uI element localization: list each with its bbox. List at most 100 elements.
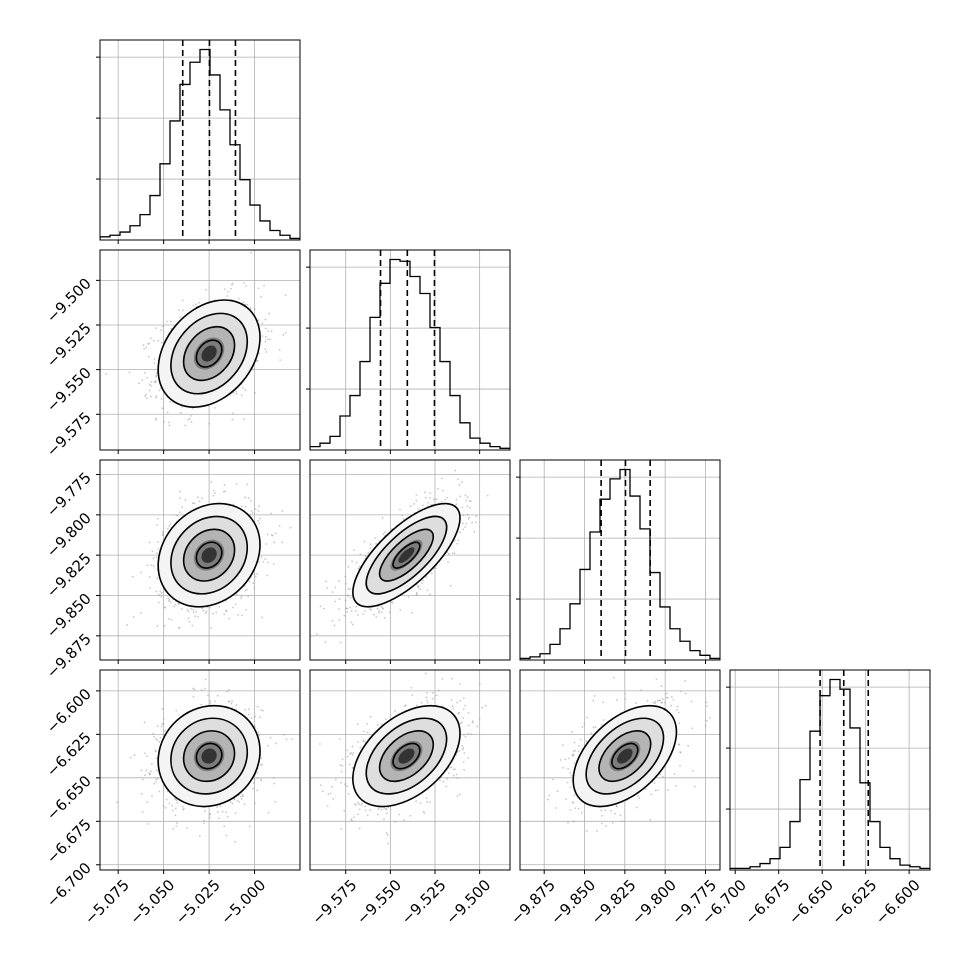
scatter-point [237,297,240,300]
scatter-point [343,614,346,617]
scatter-point [258,734,260,737]
scatter-point [126,624,129,626]
scatter-point [338,580,341,583]
scatter-point [166,320,168,323]
histogram-2 [520,468,720,660]
scatter-point [179,511,181,514]
scatter-point [153,735,156,738]
scatter-point [357,567,360,570]
scatter-point [192,304,195,307]
scatter-point [453,539,456,542]
scatter-point [333,624,336,627]
panel-2-1 [309,459,511,664]
scatter-point [425,691,428,694]
scatter-point [246,483,249,486]
scatter-point [415,494,418,496]
scatter-point [209,702,212,705]
contour-1 [182,325,236,382]
scatter-point [161,407,164,410]
scatter-point [213,492,216,495]
scatter-point [378,611,380,614]
scatter-point [264,318,267,321]
scatter-point [231,418,234,421]
scatter-point [178,309,180,312]
scatter-point [284,294,287,297]
scatter-point [148,342,150,345]
scatter-point [451,705,454,708]
scatter-point [248,580,251,583]
histogram-0 [100,48,300,240]
scatter-point [244,589,247,592]
scatter-point [462,514,465,517]
scatter-point [230,702,233,705]
density-fill-4 [201,345,217,362]
scatter-point [181,805,184,808]
scatter-point [145,393,147,396]
scatter-point [155,590,158,593]
contour-1 [378,528,435,582]
scatter-point [345,582,347,585]
scatter-point [235,390,238,393]
scatter-point [391,601,394,604]
scatter-point [216,811,219,813]
scatter-point [364,740,366,743]
scatter-point [257,731,260,734]
scatter-point [157,601,160,604]
scatter-point [189,414,192,417]
scatter-point [145,346,148,349]
scatter-point [146,376,148,379]
scatter-point [162,723,165,725]
scatter-point [150,395,152,398]
scatter-point [316,633,318,635]
scatter-point [430,572,433,575]
scatter-point [334,586,337,589]
scatter-point [152,564,155,567]
scatter-point [435,498,438,501]
scatter-point [154,737,157,740]
scatter-point [152,557,155,560]
scatter-point [267,744,270,747]
scatter-point [223,613,226,616]
scatter-point [133,754,136,757]
scatter-point [270,330,273,333]
scatter-point [461,522,464,525]
scatter-point [242,301,245,304]
scatter-point [440,477,443,480]
scatter-point [260,295,262,298]
scatter-point [148,541,151,544]
scatter-point [140,769,143,772]
scatter-point [254,715,256,718]
scatter-point [250,251,253,254]
scatter-point [202,610,205,612]
scatter-point [347,588,350,590]
scatter-point [352,752,355,754]
scatter-point [195,610,198,613]
scatter-point [424,496,427,499]
scatter-point [455,773,458,776]
scatter-point [192,502,194,505]
scatter-point [152,732,155,735]
scatter-point [155,778,158,781]
scatter-point [116,801,119,804]
scatter-point [148,576,151,578]
scatter-point [462,528,465,531]
scatter-point [350,621,353,624]
scatter-point [231,412,234,415]
scatter-point [421,582,423,584]
density-2-0 [126,481,292,630]
scatter-point [272,563,275,566]
scatter-point [456,795,459,797]
scatter-point [227,701,230,703]
panel-3-0 [96,669,301,874]
scatter-point [469,506,471,509]
scatter-point [234,603,237,606]
scatter-point [486,494,489,497]
scatter-point [160,592,163,594]
scatter-point [223,825,226,828]
scatter-point [369,607,371,610]
scatter-point [209,813,211,816]
scatter-point [411,611,413,614]
scatter-point [326,587,328,589]
scatter-point [260,709,263,712]
scatter-point [150,762,153,765]
